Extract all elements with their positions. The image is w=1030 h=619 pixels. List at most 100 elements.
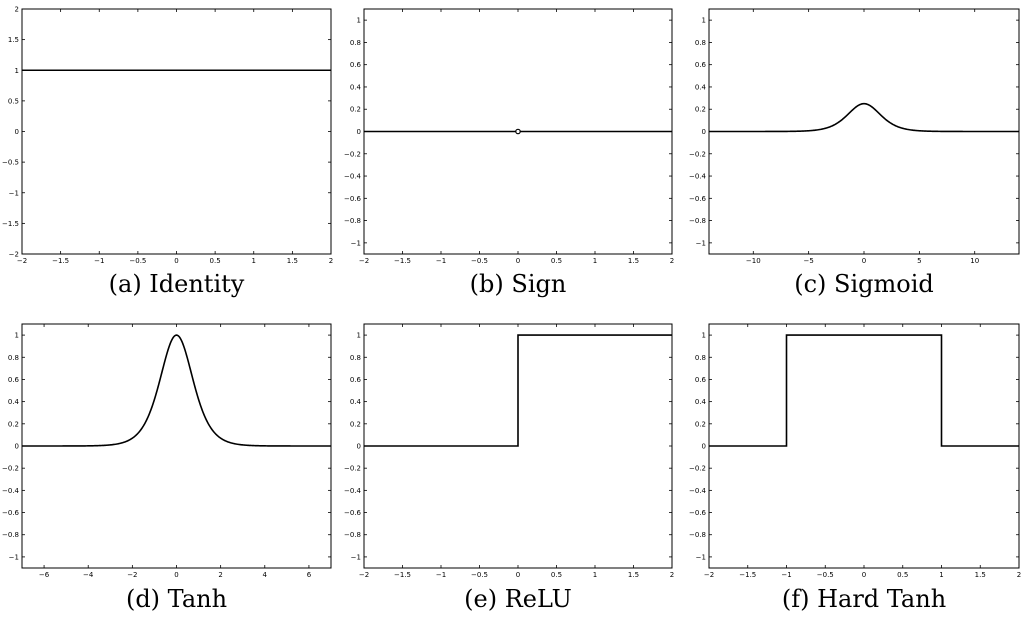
x-tick-label: 1 [593,257,597,265]
y-tick-label: −0.4 [344,173,362,181]
y-tick-label: −1 [351,553,361,561]
panel-caption: (d) Tanh [126,585,227,613]
y-tick-label: 1 [15,332,19,340]
x-tick-label: 1.5 [287,257,298,265]
y-tick-label: −0.4 [689,487,707,495]
y-tick-label: −0.2 [689,465,706,473]
x-tick-label: 0.5 [210,257,221,265]
y-tick-label: −1 [696,239,706,247]
y-tick-label: 1 [702,332,706,340]
y-tick-label: −0.4 [689,173,707,181]
y-tick-label: 0 [357,128,361,136]
x-tick-label: −2 [704,571,714,579]
y-tick-label: −0.8 [344,217,361,225]
x-tick-label: 10 [970,257,979,265]
y-tick-label: 0.5 [8,97,19,105]
panel-2: −2 −1.5 −1 −0.5 0 0.5 1 1.5 2 −1 −0.8 −0.6 −0.4 −0.2 0… [344,8,674,298]
panel-caption: (f) Hard Tanh [782,585,946,613]
x-tick-label: −0.5 [817,571,834,579]
y-tick-label: 0.4 [350,83,362,91]
y-tick-label: −0.6 [689,509,707,517]
x-tick-label: −6 [39,571,50,579]
y-tick-label: −0.6 [2,509,20,517]
x-tick-label: 0.5 [551,257,562,265]
open-circle-marker [515,128,521,135]
y-tick-label: 0 [702,128,706,136]
y-tick-label: 1 [357,17,361,25]
x-tick-label: −2 [17,257,27,265]
x-tick-label: 0.5 [897,571,908,579]
y-tick-label: 0.6 [350,61,362,69]
series-line-hardtanh_derivative [709,334,1019,447]
x-tick-label: −2 [127,571,137,579]
y-tick-label: −0.5 [2,159,19,167]
y-tick-label: −0.4 [2,487,20,495]
y-tick-label: −0.6 [344,509,362,517]
x-tick-label: −1.5 [394,257,411,265]
x-tick-label: 0 [862,571,866,579]
y-tick-label: 1.5 [8,36,19,44]
y-tick-label: −2 [9,251,19,259]
panel-5: −2 −1.5 −1 −0.5 0 0.5 1 1.5 2 −1 −0.8 −0.6 −0.4 −0.2 0… [344,323,674,613]
y-tick-label: 0.4 [695,83,707,91]
y-tick-label: 0.2 [8,420,19,428]
y-tick-label: 0.8 [695,39,706,47]
panel-caption: (c) Sigmoid [794,270,934,298]
y-tick-label: 0.6 [350,376,362,384]
y-tick-label: 0.2 [350,106,361,114]
x-tick-label: −0.5 [471,571,488,579]
x-tick-label: 1 [939,571,943,579]
y-tick-label: 2 [15,6,19,14]
x-tick-label: 2 [670,571,674,579]
y-tick-label: −1 [9,553,19,561]
x-tick-label: −1.5 [394,571,411,579]
x-tick-label: −2 [359,571,369,579]
panel-caption: (b) Sign [470,270,567,298]
y-tick-label: 1 [702,17,706,25]
x-tick-label: 5 [917,257,921,265]
y-tick-label: −0.6 [689,195,707,203]
y-tick-label: 0 [15,443,19,451]
series-line-sigmoid_derivative [709,102,1019,133]
y-tick-label: −0.8 [689,531,706,539]
x-tick-label: −4 [83,571,94,579]
y-tick-label: 0.2 [695,106,706,114]
y-tick-label: 1 [15,67,19,75]
y-tick-label: 0.6 [695,61,707,69]
y-tick-label: 0.8 [350,39,361,47]
x-tick-label: −1.5 [52,257,69,265]
x-tick-label: −1 [94,257,104,265]
y-tick-label: 0.8 [695,354,706,362]
x-tick-label: 0 [174,257,178,265]
x-tick-label: 0 [516,257,520,265]
x-tick-label: −1 [781,571,791,579]
x-tick-label: 0.5 [551,571,562,579]
y-tick-label: −1 [9,189,19,197]
y-tick-label: 0.6 [8,376,20,384]
x-tick-label: 1 [593,571,597,579]
y-tick-label: −0.4 [344,487,362,495]
series-line-tanh_derivative [22,334,331,447]
x-tick-label: 2 [1017,571,1021,579]
y-tick-label: 0 [357,443,361,451]
panel-3: −10 −5 0 5 10 −1 −0.8 −0.6 −0.4 −0.2 0 0.2 0.4 0.6 0.8… [689,8,1020,298]
x-tick-label: 1.5 [975,571,986,579]
y-tick-label: −0.8 [689,217,706,225]
x-tick-label: −0.5 [129,257,146,265]
y-tick-label: −0.8 [2,531,19,539]
x-tick-label: −1 [436,257,446,265]
x-tick-label: 0 [862,257,866,265]
x-tick-label: 1.5 [628,571,639,579]
y-tick-label: −0.2 [689,150,706,158]
panel-caption: (e) ReLU [464,585,572,613]
y-tick-label: −0.6 [344,195,362,203]
x-tick-label: −1.5 [739,571,756,579]
x-tick-label: −0.5 [471,257,488,265]
x-tick-label: 1.5 [628,257,639,265]
x-tick-label: 2 [670,257,674,265]
x-tick-label: 0 [174,571,178,579]
y-tick-label: −0.2 [344,150,361,158]
y-tick-label: −1 [351,239,361,247]
axes-frame [21,8,332,255]
